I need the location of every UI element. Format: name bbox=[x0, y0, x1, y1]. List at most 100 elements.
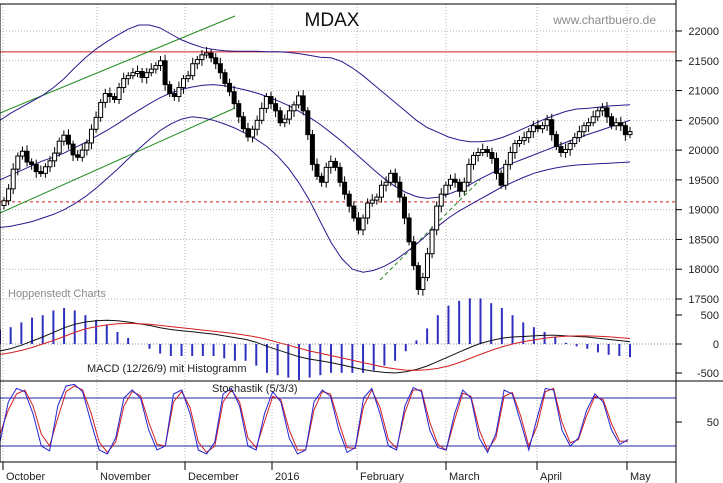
candle-body bbox=[70, 143, 76, 156]
candle-body bbox=[480, 149, 486, 153]
candle-body bbox=[365, 202, 371, 219]
candle-body bbox=[10, 168, 16, 190]
chart-title: MDAX bbox=[305, 10, 360, 31]
candle-body bbox=[447, 178, 453, 186]
candle-body bbox=[609, 116, 615, 127]
candle-body bbox=[411, 241, 417, 267]
candle-body bbox=[29, 161, 35, 165]
candle-body bbox=[567, 143, 573, 151]
x-tick-label: April bbox=[540, 471, 562, 483]
x-tick-label: March bbox=[449, 471, 480, 483]
macd-signal-line bbox=[0, 322, 631, 371]
candle-body bbox=[489, 151, 495, 159]
macd-tick-label: 500 bbox=[701, 310, 719, 322]
bollinger-upper bbox=[0, 24, 631, 143]
candle-body bbox=[268, 96, 274, 105]
candle-body bbox=[162, 60, 168, 86]
price-tick-label: 17500 bbox=[688, 294, 719, 306]
candle-body bbox=[240, 116, 246, 130]
macd-panel bbox=[0, 298, 676, 380]
candle-body bbox=[498, 172, 504, 186]
candle-body bbox=[563, 149, 569, 153]
candle-body bbox=[208, 52, 214, 59]
candle-body bbox=[360, 217, 366, 231]
candle-body bbox=[323, 166, 329, 183]
candle-body bbox=[148, 68, 154, 74]
candle-body bbox=[406, 217, 412, 243]
bollinger-middle bbox=[0, 84, 631, 199]
candle-body bbox=[475, 151, 481, 156]
candle-body bbox=[572, 137, 578, 145]
candle-body bbox=[544, 119, 550, 127]
stochastic-d-line bbox=[0, 385, 628, 454]
candle-body bbox=[167, 84, 173, 95]
candle-body bbox=[42, 166, 48, 174]
candle-body bbox=[158, 60, 163, 67]
candle-body bbox=[604, 107, 610, 118]
candle-body bbox=[245, 128, 251, 138]
candle-body bbox=[388, 172, 394, 183]
price-tick-label: 21000 bbox=[688, 86, 719, 98]
candle-body bbox=[56, 140, 62, 154]
x-tick-label: November bbox=[100, 471, 151, 483]
macd-line bbox=[0, 319, 631, 374]
candle-body bbox=[309, 134, 315, 165]
candle-body bbox=[181, 78, 187, 89]
candle-body bbox=[530, 125, 536, 133]
watermark: www.chartbuero.de bbox=[552, 13, 656, 27]
price-tick-label: 21500 bbox=[688, 56, 719, 68]
candle-body bbox=[204, 52, 210, 56]
price-tick-label: 18000 bbox=[688, 264, 719, 276]
candle-body bbox=[19, 150, 25, 157]
candle-body bbox=[622, 125, 628, 136]
price-tick-label: 19500 bbox=[688, 175, 719, 187]
candle-body bbox=[457, 181, 463, 192]
candle-body bbox=[199, 54, 205, 61]
bollinger-lower bbox=[0, 116, 631, 273]
candle-body bbox=[328, 160, 334, 168]
candle-body bbox=[107, 93, 113, 98]
candle-body bbox=[452, 178, 458, 183]
candle-body bbox=[273, 103, 279, 112]
candle-body bbox=[397, 181, 403, 198]
candle-body bbox=[171, 93, 177, 98]
candle-body bbox=[332, 160, 338, 168]
candle-body bbox=[503, 163, 509, 186]
candle-body bbox=[121, 78, 127, 89]
candle-body bbox=[231, 91, 237, 105]
candle-body bbox=[590, 116, 596, 124]
candle-body bbox=[222, 72, 228, 84]
candle-body bbox=[314, 163, 320, 177]
candle-body bbox=[102, 93, 108, 103]
candle-body bbox=[153, 65, 159, 70]
candle-body bbox=[84, 142, 90, 151]
candle-body bbox=[24, 150, 30, 163]
candle-body bbox=[369, 199, 375, 204]
candle-body bbox=[213, 57, 219, 65]
candle-body bbox=[88, 128, 94, 144]
candle-body bbox=[277, 110, 283, 124]
candle-body bbox=[438, 193, 444, 207]
candle-body bbox=[144, 72, 150, 78]
candle-body bbox=[15, 155, 21, 170]
candle-body bbox=[351, 205, 357, 219]
price-tick-label: 20000 bbox=[688, 145, 719, 157]
candle-body bbox=[282, 118, 288, 124]
candle-body bbox=[319, 175, 325, 183]
candle-body bbox=[627, 131, 633, 136]
candle-body bbox=[185, 75, 191, 80]
price-panel bbox=[0, 15, 676, 296]
source-note: Hoppenstedt Charts bbox=[8, 288, 106, 300]
candle-body bbox=[535, 125, 541, 130]
candle-body bbox=[355, 217, 361, 231]
price-tick-label: 22000 bbox=[688, 26, 719, 38]
candle-body bbox=[507, 151, 513, 165]
candle-body bbox=[494, 157, 500, 174]
candle-body bbox=[346, 193, 352, 207]
candle-body bbox=[52, 152, 58, 162]
candle-body bbox=[65, 134, 71, 145]
stochastic-label: Stochastik (5/3/3) bbox=[212, 383, 298, 395]
